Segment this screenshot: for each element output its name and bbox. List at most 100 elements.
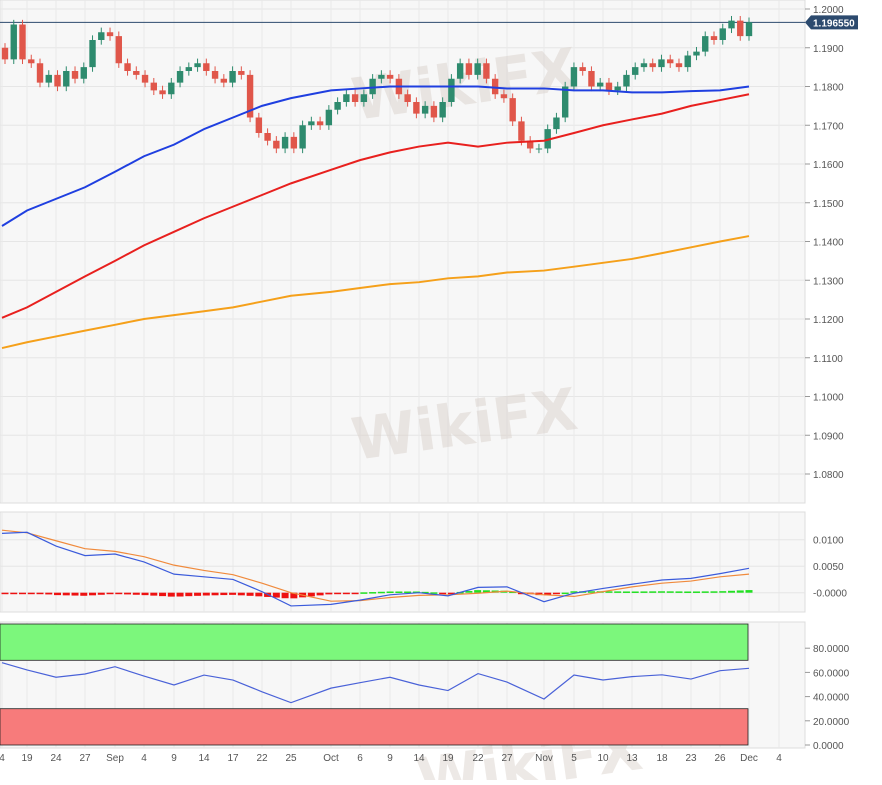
candle (351, 94, 359, 102)
y-tick-label: 1.1400 (813, 238, 844, 249)
x-tick-label: 9 (387, 753, 393, 764)
candle (526, 140, 534, 149)
candle (203, 63, 210, 71)
y-tick-label: -0.0000 (813, 589, 847, 600)
x-tick-label: Nov (535, 753, 553, 764)
candle (273, 140, 280, 149)
x-tick-label: 18 (656, 753, 668, 764)
x-tick-label: Oct (323, 753, 339, 764)
x-tick-label: 14 (198, 753, 210, 764)
macd-histogram-bar (10, 592, 18, 595)
macd-histogram-bar (150, 592, 158, 596)
macd-histogram-bar (622, 591, 630, 593)
candle (728, 20, 735, 29)
candle (176, 71, 184, 83)
macd-histogram-bar (631, 591, 639, 593)
macd-histogram-bar (62, 592, 70, 596)
candle (150, 82, 157, 91)
macd-histogram-bar (211, 592, 219, 596)
candle (141, 74, 149, 83)
macd-histogram-bar (334, 592, 342, 595)
candle (614, 86, 621, 91)
macd-histogram-bar (719, 591, 727, 593)
current-price-tag (805, 15, 858, 30)
macd-histogram-bar (404, 591, 412, 594)
macd-histogram-bar (176, 592, 184, 597)
macd-histogram-bar (106, 592, 114, 595)
y-tick-label: 80.0000 (813, 644, 850, 655)
candle (185, 67, 193, 71)
candle (675, 63, 683, 68)
macd-histogram-bar (97, 592, 105, 595)
x-tick-label: 4 (0, 753, 5, 764)
overbought-zone (0, 623, 749, 661)
candle (413, 102, 420, 114)
macd-histogram-bar (745, 590, 753, 593)
y-tick-label: 1.2000 (813, 5, 844, 16)
candle (605, 82, 613, 91)
y-tick-label: 1.1600 (813, 160, 844, 171)
y-tick-label: 1.1300 (813, 276, 844, 287)
candle (133, 71, 140, 75)
moving-average-slow (1, 235, 750, 350)
macd-histogram-bar (325, 592, 333, 595)
candle (10, 24, 17, 60)
macd-histogram-bar (517, 592, 525, 595)
candle (281, 136, 289, 149)
macd-histogram-bar (692, 591, 700, 593)
y-tick-label: 0.0100 (813, 536, 844, 547)
macd-line (1, 531, 750, 607)
macd-histogram-bar (220, 592, 228, 596)
candle (325, 109, 333, 126)
macd-histogram-bar (45, 592, 53, 595)
moving-average-mid (1, 93, 750, 319)
macd-histogram-bar (570, 591, 578, 593)
macd-histogram-bar (1, 592, 9, 595)
candle (684, 55, 691, 68)
macd-histogram-bar (36, 592, 44, 595)
candle (28, 59, 35, 64)
candle (658, 59, 665, 68)
candle (80, 67, 87, 79)
macd-histogram-bar (421, 591, 429, 594)
candle (737, 20, 744, 37)
candle (19, 24, 26, 60)
candle (623, 74, 630, 87)
macd-histogram-bar (132, 592, 140, 595)
y-tick-label: 20.0000 (813, 717, 850, 728)
macd-histogram-bar (89, 592, 97, 596)
candle (745, 22, 753, 37)
candle (456, 63, 464, 79)
macd-histogram-bar (561, 592, 569, 595)
x-tick-label: 6 (357, 753, 363, 764)
macd-histogram-bar (246, 592, 254, 596)
macd-histogram-bar (360, 592, 368, 594)
candle (229, 71, 236, 83)
candle (535, 148, 543, 150)
macd-histogram-bar (474, 590, 482, 593)
candle (518, 121, 525, 141)
macd-histogram-bar (167, 592, 175, 597)
x-tick-label: 4 (141, 753, 147, 764)
macd-histogram-bar (640, 591, 648, 593)
x-tick-label: Sep (106, 753, 124, 764)
macd-histogram-bar (736, 590, 744, 593)
macd-histogram-bar (351, 592, 359, 595)
candle (1, 47, 9, 60)
candle (194, 63, 201, 68)
macd-histogram-bar (281, 592, 289, 599)
moving-average-fast (1, 85, 750, 227)
candle (632, 67, 639, 75)
y-tick-label: 1.1500 (813, 199, 844, 210)
y-tick-label: 1.0900 (813, 431, 844, 442)
x-tick-label: 13 (626, 753, 638, 764)
macd-histogram-bar (587, 591, 595, 593)
candle (369, 78, 376, 95)
candle (264, 133, 271, 141)
macd-histogram-bar (447, 592, 455, 595)
macd-histogram-bar (71, 592, 79, 596)
y-tick-label: 1.0800 (813, 470, 844, 481)
x-tick-label: 14 (413, 753, 425, 764)
y-tick-label: 1.1800 (813, 83, 844, 94)
macd-histogram-bar (439, 592, 447, 595)
